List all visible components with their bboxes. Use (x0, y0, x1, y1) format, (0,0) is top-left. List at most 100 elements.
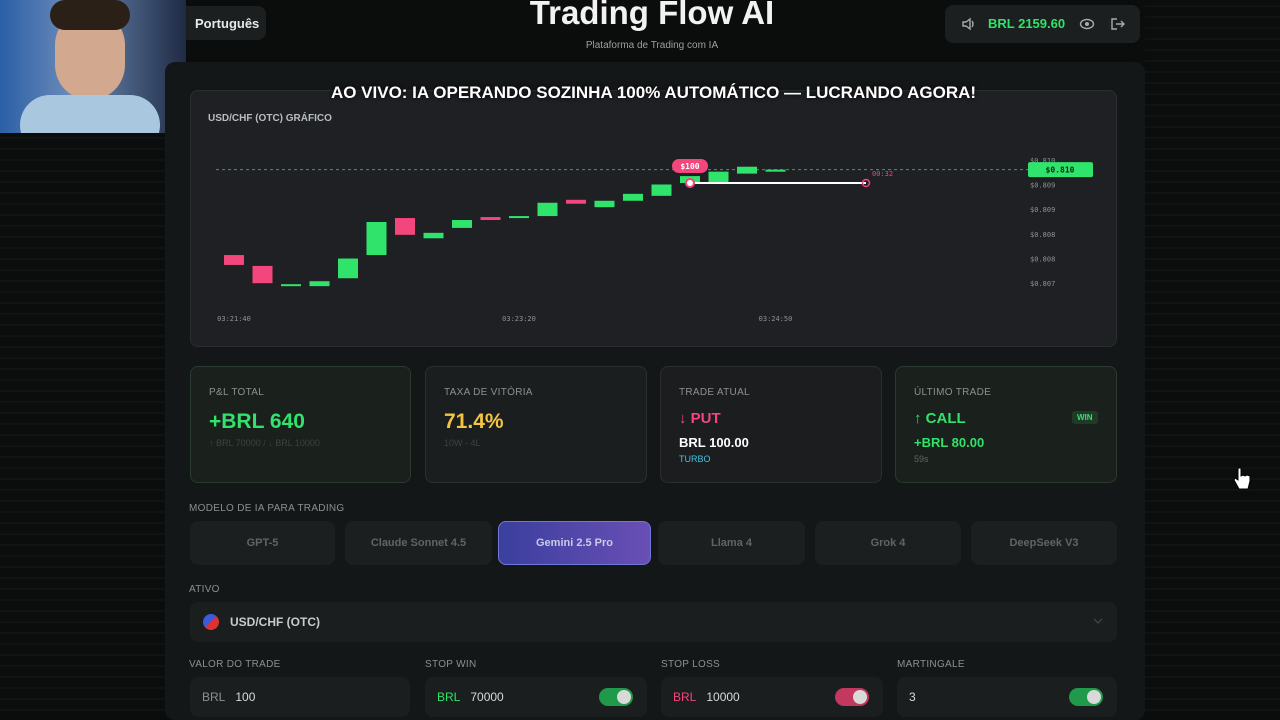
candle (309, 281, 330, 287)
field-prefix: BRL (673, 690, 697, 704)
section-label: MODELO DE IA PARA TRADING (189, 503, 345, 514)
stat-detail: TURBO (679, 454, 711, 464)
field-prefix: BRL (437, 690, 461, 704)
field-prefix: BRL (202, 690, 226, 704)
x-tick-label: 03:23:20 (502, 315, 536, 323)
candle (708, 171, 729, 183)
y-tick-label: $0.808 (1030, 256, 1055, 264)
toggle[interactable] (1069, 688, 1103, 706)
asset-value: USD/CHF (OTC) (230, 615, 320, 629)
y-tick-label: $0.808 (1030, 231, 1055, 239)
toggle[interactable] (835, 688, 869, 706)
chart-card (190, 90, 1117, 347)
stat-amount: BRL 100.00 (679, 435, 749, 450)
model-button[interactable]: Grok 4 (815, 521, 961, 565)
candle (623, 193, 643, 201)
section-label: ATIVO (189, 584, 220, 595)
candle (366, 221, 387, 256)
mouse-cursor (1233, 467, 1251, 490)
webcam (0, 0, 186, 133)
y-tick-label: $0.807 (1030, 280, 1055, 288)
toggle[interactable] (599, 688, 633, 706)
entry-end (861, 178, 871, 188)
chart-title: USD/CHF (OTC) GRÁFICO (208, 111, 332, 124)
model-button[interactable]: Llama 4 (658, 521, 805, 565)
live-banner: AO VIVO: IA OPERANDO SOZINHA 100% AUTOMÁ… (330, 83, 977, 102)
y-tick-label: $0.810 (1030, 157, 1055, 165)
candle (566, 199, 586, 204)
candle (395, 218, 415, 235)
stat-card: ÚLTIMO TRADE ↑ CALL WIN +BRL 80.00 59s (895, 366, 1117, 483)
entry-badge (672, 159, 708, 174)
candle (281, 284, 301, 287)
stat-value: ↓ PUT (679, 410, 721, 427)
candle (765, 169, 786, 172)
app-title: Trading Flow AI (529, 0, 775, 31)
sound-icon[interactable] (961, 17, 977, 31)
stat-card: TRADE ATUAL ↓ PUT BRL 100.00 TURBO (660, 366, 882, 483)
field-label: MARTINGALE (897, 659, 965, 670)
candle (594, 200, 615, 208)
field-value: 70000 (470, 690, 504, 704)
candle (737, 166, 757, 174)
y-tick-label: $0.809 (1030, 206, 1055, 214)
stat-label: TRADE ATUAL (679, 387, 750, 398)
balance: BRL 2159.60 (988, 16, 1066, 31)
martingale-input[interactable]: 3 (897, 677, 1117, 717)
candle (537, 202, 558, 217)
stop-win-input[interactable]: BRL 70000 (425, 677, 647, 717)
stat-detail: 59s (914, 454, 929, 464)
stat-label: ÚLTIMO TRADE (914, 387, 992, 398)
candle (338, 258, 358, 279)
logout-icon[interactable] (1110, 17, 1126, 31)
stat-detail: 10W - 4L (444, 438, 481, 448)
stop-loss-input[interactable]: BRL 10000 (661, 677, 883, 717)
entry-amount: $100 (680, 162, 699, 171)
candle (651, 184, 672, 196)
model-button[interactable]: Claude Sonnet 4.5 (345, 521, 492, 565)
hide-balance-icon[interactable] (1079, 17, 1095, 31)
app-subtitle: Plataforma de Trading com IA (585, 40, 719, 51)
model-button-selected[interactable]: Gemini 2.5 Pro (498, 521, 651, 565)
field-value: 100 (235, 690, 256, 704)
candle (423, 232, 444, 239)
stat-card: TAXA DE VITÓRIA 71.4% 10W - 4L (425, 366, 647, 483)
x-tick-label: 03:21:40 (217, 315, 251, 323)
asset-select[interactable]: USD/CHF (OTC) (190, 602, 1117, 642)
y-tick-label: $0.809 (1030, 181, 1055, 189)
stat-value: 71.4% (444, 410, 504, 433)
candle (224, 255, 244, 265)
asset-flag (203, 614, 219, 630)
x-tick-label: 03:24:50 (759, 315, 793, 323)
current-price-badge (1028, 162, 1093, 178)
stat-detail: ↑ BRL 70000 / ↓ BRL 10000 (209, 438, 320, 448)
field-label: VALOR DO TRADE (189, 659, 281, 670)
candle (480, 217, 501, 221)
language-button[interactable]: Português (186, 6, 266, 40)
model-button[interactable]: GPT-5 (190, 521, 335, 565)
candle (509, 216, 529, 219)
balance-bar: BRL 2159.60 (945, 5, 1140, 43)
stat-card: P&L TOTAL +BRL 640 ↑ BRL 70000 / ↓ BRL 1… (190, 366, 411, 483)
webcam-hair (50, 0, 130, 30)
stat-amount: +BRL 80.00 (914, 435, 985, 450)
entry-start (685, 178, 695, 189)
stat-value: ↑ CALL (914, 410, 966, 427)
background-right (1145, 0, 1280, 720)
field-label: STOP LOSS (661, 659, 721, 670)
stat-value: +BRL 640 (209, 410, 305, 433)
webcam-shirt (20, 95, 160, 133)
current-price-label: $0.810 (1046, 166, 1075, 175)
model-button[interactable]: DeepSeek V3 (971, 521, 1117, 565)
field-label: STOP WIN (425, 659, 477, 670)
stat-label: TAXA DE VITÓRIA (444, 387, 533, 398)
field-value: 10000 (706, 690, 740, 704)
trade-value-input[interactable]: BRL 100 (190, 677, 410, 717)
field-value: 3 (909, 690, 916, 704)
stat-label: P&L TOTAL (209, 387, 265, 398)
candle (452, 220, 472, 228)
win-badge: WIN (1072, 411, 1098, 424)
chevron-icon (1093, 618, 1103, 624)
